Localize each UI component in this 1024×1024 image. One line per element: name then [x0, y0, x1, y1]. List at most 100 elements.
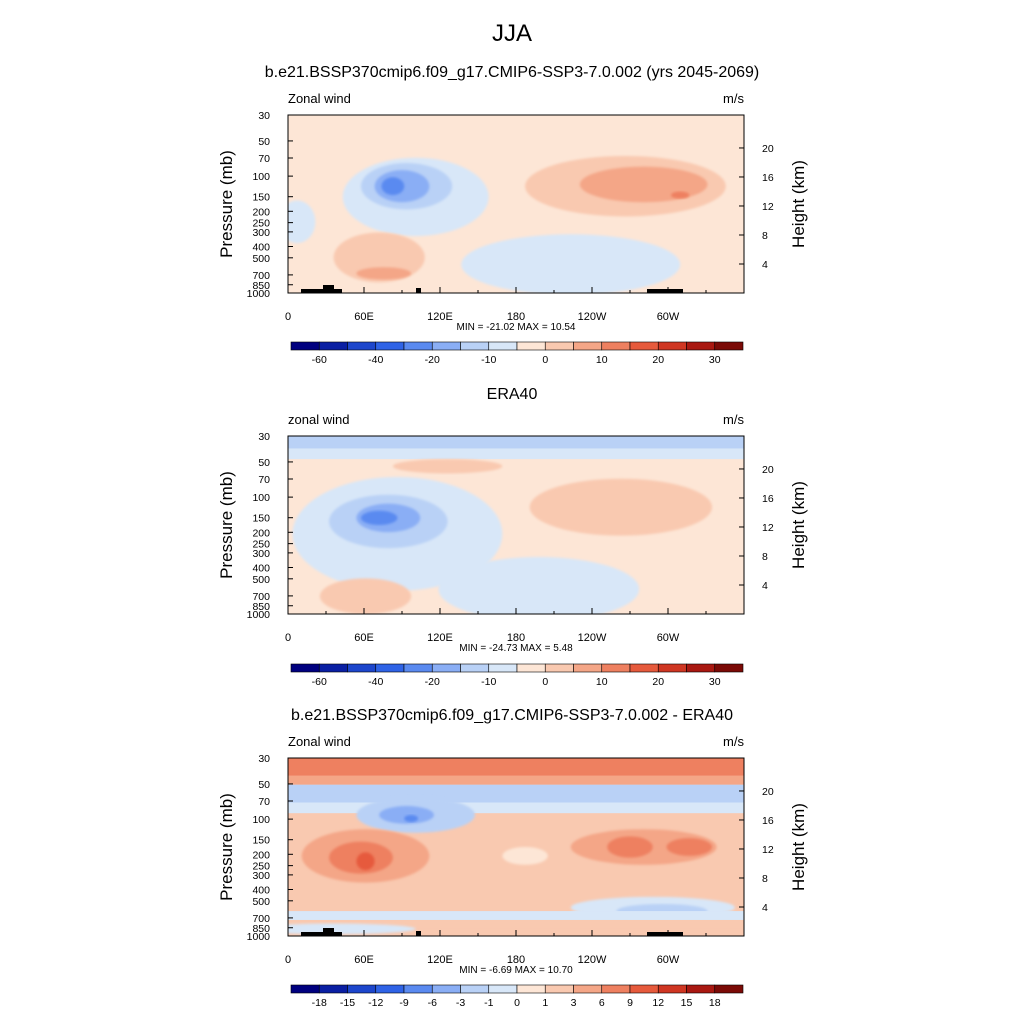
contour-field-2	[288, 436, 744, 614]
y2-axis-label: Height (km)	[789, 160, 808, 248]
colorbar-swatch	[544, 984, 574, 994]
colorbar-label: -3	[456, 997, 465, 1009]
colorbar-swatch	[431, 984, 461, 994]
x-tick-label: 120E	[427, 632, 453, 644]
contour-band	[288, 784, 744, 803]
page-title: JJA	[491, 20, 532, 47]
colorbar-label: 6	[599, 997, 605, 1009]
y2-tick-label: 16	[762, 172, 774, 184]
y2-tick-label: 8	[762, 873, 768, 885]
y-axis-label: Pressure (mb)	[217, 793, 236, 901]
panel-1: 3050701001502002503004005007008501000201…	[217, 91, 808, 366]
y2-tick-label: 16	[762, 815, 774, 827]
y-tick-label: 1000	[247, 931, 271, 943]
min-max-stats: MIN = -21.02 MAX = 10.54	[457, 322, 576, 333]
y-tick-label: 400	[252, 562, 270, 574]
x-tick-label: 120W	[578, 632, 607, 644]
colorbar-swatch	[573, 984, 603, 994]
colorbar-label: -10	[481, 354, 496, 366]
y-tick-label: 700	[252, 270, 270, 282]
colorbar-swatch	[431, 663, 461, 673]
topography-mask	[647, 289, 683, 293]
min-max-stats: MIN = -6.69 MAX = 10.70	[459, 965, 573, 976]
y-tick-label: 300	[252, 870, 270, 882]
colorbar-swatch	[516, 984, 546, 994]
colorbar-swatch	[460, 663, 490, 673]
colorbar-2: -60 -40 -20 -10 0 10 20 30	[290, 663, 744, 688]
contour-blob	[360, 510, 398, 525]
panel-left-label: zonal wind	[288, 412, 349, 427]
y-tick-label: 850	[252, 601, 270, 613]
y-tick-label: 50	[258, 136, 270, 148]
colorbar-swatch	[544, 663, 574, 673]
y-tick-label: 50	[258, 779, 270, 791]
colorbar-swatch	[318, 663, 348, 673]
colorbar-swatch	[573, 663, 603, 673]
colorbar-swatch	[714, 984, 744, 994]
y-tick-label: 250	[252, 539, 270, 551]
x-tick-label: 60W	[657, 954, 680, 966]
colorbar-label: -20	[425, 354, 440, 366]
contour-band	[288, 911, 744, 920]
colorbar-swatch	[573, 341, 603, 351]
colorbar-swatch	[488, 984, 518, 994]
colorbar-label: 9	[627, 997, 633, 1009]
colorbar-label: -12	[368, 997, 383, 1009]
contour-blob	[461, 234, 681, 293]
x-tick-label: 180	[507, 954, 525, 966]
topography-mask	[416, 931, 421, 936]
colorbar-label: 12	[652, 997, 664, 1009]
colorbar-swatch	[657, 663, 687, 673]
panel-units-label: m/s	[723, 91, 744, 106]
contour-field-3	[288, 758, 744, 936]
colorbar-swatch	[460, 341, 490, 351]
colorbar-swatch	[347, 984, 377, 994]
y-tick-label: 1000	[247, 609, 271, 621]
y-tick-label: 850	[252, 280, 270, 292]
colorbar-swatch	[657, 984, 687, 994]
y2-tick-label: 4	[762, 259, 768, 271]
x-tick-label: 120W	[578, 954, 607, 966]
colorbar-label: -9	[399, 997, 408, 1009]
contour-band	[288, 919, 744, 929]
y-tick-label: 150	[252, 835, 270, 847]
y2-tick-label: 20	[762, 143, 774, 155]
y-tick-label: 400	[252, 884, 270, 896]
topography-mask	[416, 288, 421, 293]
y2-tick-label: 12	[762, 201, 774, 213]
y-tick-label: 250	[252, 218, 270, 230]
contour-blob	[392, 459, 503, 474]
colorbar-swatch	[601, 341, 631, 351]
y2-axis-label: Height (km)	[789, 481, 808, 569]
y-tick-label: 70	[258, 796, 270, 808]
x-tick-label: 60W	[657, 632, 680, 644]
y-tick-label: 50	[258, 457, 270, 469]
topography-mask	[301, 289, 342, 293]
x-tick-label: 180	[507, 632, 525, 644]
colorbar-swatch	[431, 341, 461, 351]
contour-blob	[404, 814, 418, 823]
panel-units-label: m/s	[723, 412, 744, 427]
y-tick-label: 850	[252, 923, 270, 935]
colorbar-swatch	[686, 984, 716, 994]
colorbar-1: -60 -40 -20 -10 0 10 20 30	[290, 341, 744, 366]
x-tick-label: 60E	[354, 311, 374, 323]
y2-tick-label: 8	[762, 230, 768, 242]
colorbar-label: -60	[312, 676, 327, 688]
contour-field-1	[288, 115, 744, 293]
y-tick-label: 500	[252, 896, 270, 908]
y-tick-label: 200	[252, 527, 270, 539]
panel-units-label: m/s	[723, 734, 744, 749]
y-tick-label: 150	[252, 192, 270, 204]
colorbar-swatch	[375, 341, 405, 351]
x-tick-label: 120W	[578, 311, 607, 323]
contour-band	[288, 775, 744, 785]
panel-1-title: b.e21.BSSP370cmip6.f09_g17.CMIP6-SSP3-7.…	[264, 64, 760, 81]
colorbar-label: 10	[596, 676, 608, 688]
y2-tick-label: 16	[762, 493, 774, 505]
y-tick-label: 500	[252, 253, 270, 265]
x-tick-label: 60W	[657, 311, 680, 323]
panel-3: 3050701001502002503004005007008501000201…	[217, 734, 808, 1009]
y-tick-label: 300	[252, 548, 270, 560]
